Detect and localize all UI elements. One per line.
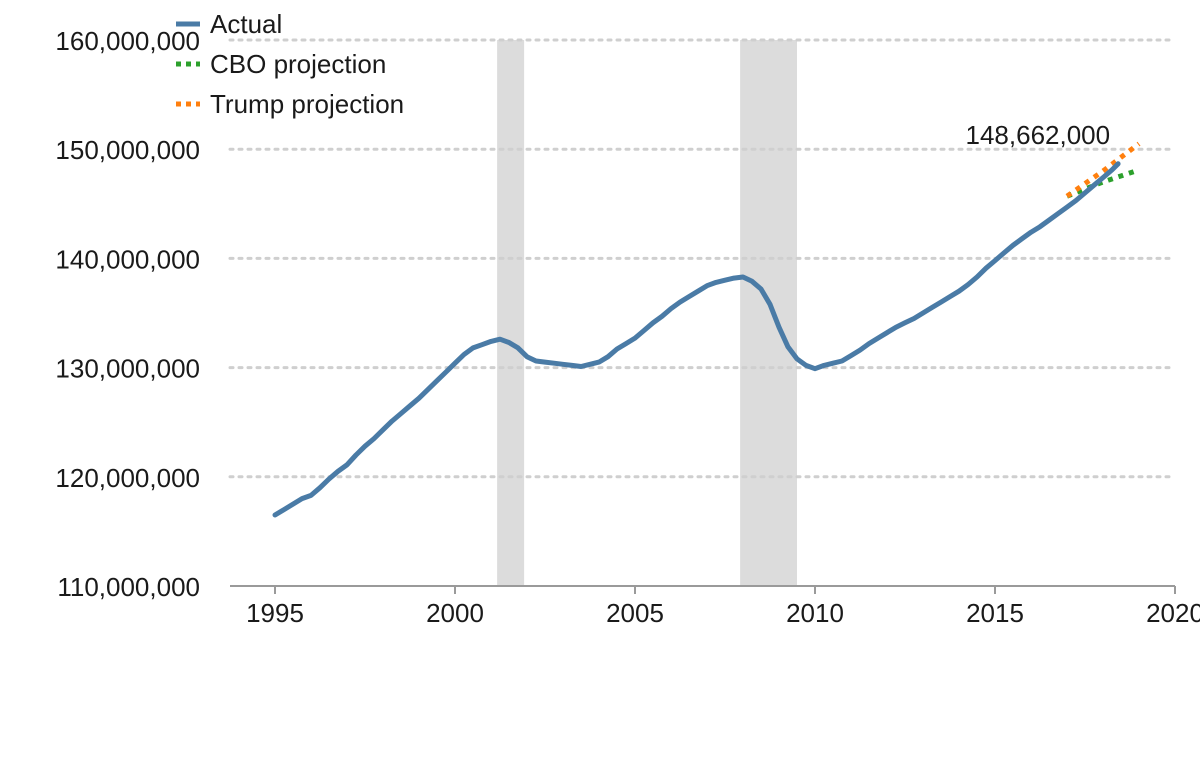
annotations: 148,662,000 xyxy=(966,120,1111,150)
y-tick-label-0: 110,000,000 xyxy=(57,572,200,602)
series-line-actual xyxy=(272,161,1121,518)
legend-label-trump-projection: Trump projection xyxy=(210,89,404,119)
x-tick-label-3: 2010 xyxy=(786,598,844,628)
legend-label-cbo-projection: CBO projection xyxy=(210,49,386,79)
legend-label-actual: Actual xyxy=(210,9,282,39)
recession-band-1 xyxy=(740,40,797,586)
y-tick-label-1: 120,000,000 xyxy=(55,463,200,493)
legend: Actual CBO projection Trump projection xyxy=(176,9,404,119)
y-tick-label-2: 130,000,000 xyxy=(55,354,200,384)
annotation-label-0: 148,662,000 xyxy=(966,120,1111,150)
x-tick-label-5: 2020 xyxy=(1146,598,1200,628)
series-line-trump-projection xyxy=(1065,141,1141,199)
x-tick-label-2: 2005 xyxy=(606,598,664,628)
x-axis xyxy=(230,585,1176,594)
recession-shading xyxy=(497,40,797,586)
x-tick-labels: 1995 2000 2005 2010 2015 2020 xyxy=(246,598,1200,628)
recession-band-0 xyxy=(497,40,525,586)
y-gridlines xyxy=(228,38,1177,479)
y-tick-label-5: 160,000,000 xyxy=(55,26,200,56)
y-tick-label-4: 150,000,000 xyxy=(55,135,200,165)
data-series xyxy=(272,141,1141,518)
x-tick-label-4: 2015 xyxy=(966,598,1024,628)
y-tick-labels: 110,000,000 120,000,000 130,000,000 140,000… xyxy=(55,26,200,602)
y-tick-label-3: 140,000,000 xyxy=(55,244,200,274)
x-tick-label-1: 2000 xyxy=(426,598,484,628)
x-tick-label-0: 1995 xyxy=(246,598,304,628)
series-line-cbo-projection xyxy=(1066,167,1140,199)
